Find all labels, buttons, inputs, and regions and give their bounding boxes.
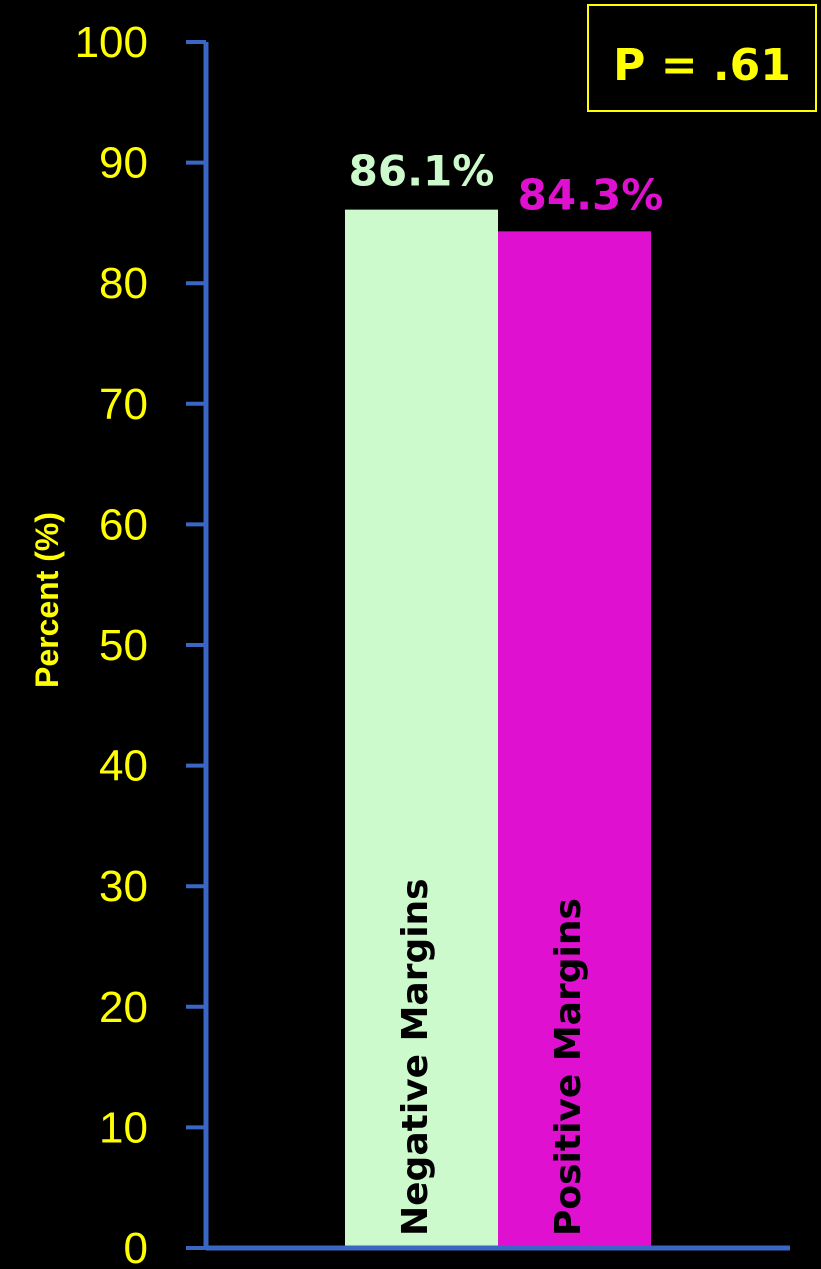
y-tick-label: 70 [99, 380, 148, 429]
y-tick-label: 40 [99, 742, 148, 791]
y-tick-label: 80 [99, 259, 148, 308]
y-axis-ticks: 0 10 20 30 40 50 60 70 80 90 100 [75, 18, 206, 1269]
category-label: Negative Margins [395, 878, 436, 1236]
y-tick-label: 100 [75, 18, 148, 67]
y-tick-label: 10 [99, 1103, 148, 1152]
bar-value-label: 86.1% [349, 147, 495, 196]
y-tick-label: 30 [99, 862, 148, 911]
bar-value-label: 84.3% [518, 170, 664, 219]
y-tick-label: 50 [99, 621, 148, 670]
p-value-annotation: P = .61 [613, 40, 791, 91]
y-tick-label: 0 [124, 1224, 148, 1269]
y-axis-title: Percent (%) [29, 512, 65, 688]
bars: 86.1% Negative Margins 84.3% Positive Margi… [345, 147, 664, 1249]
y-tick-label: 60 [99, 500, 148, 549]
bar [345, 209, 498, 1248]
bar [498, 231, 651, 1249]
p-value-box: P = .61 [587, 4, 817, 112]
category-label: Positive Margins [548, 898, 589, 1236]
y-tick-label: 20 [99, 983, 148, 1032]
y-tick-label: 90 [99, 139, 148, 188]
